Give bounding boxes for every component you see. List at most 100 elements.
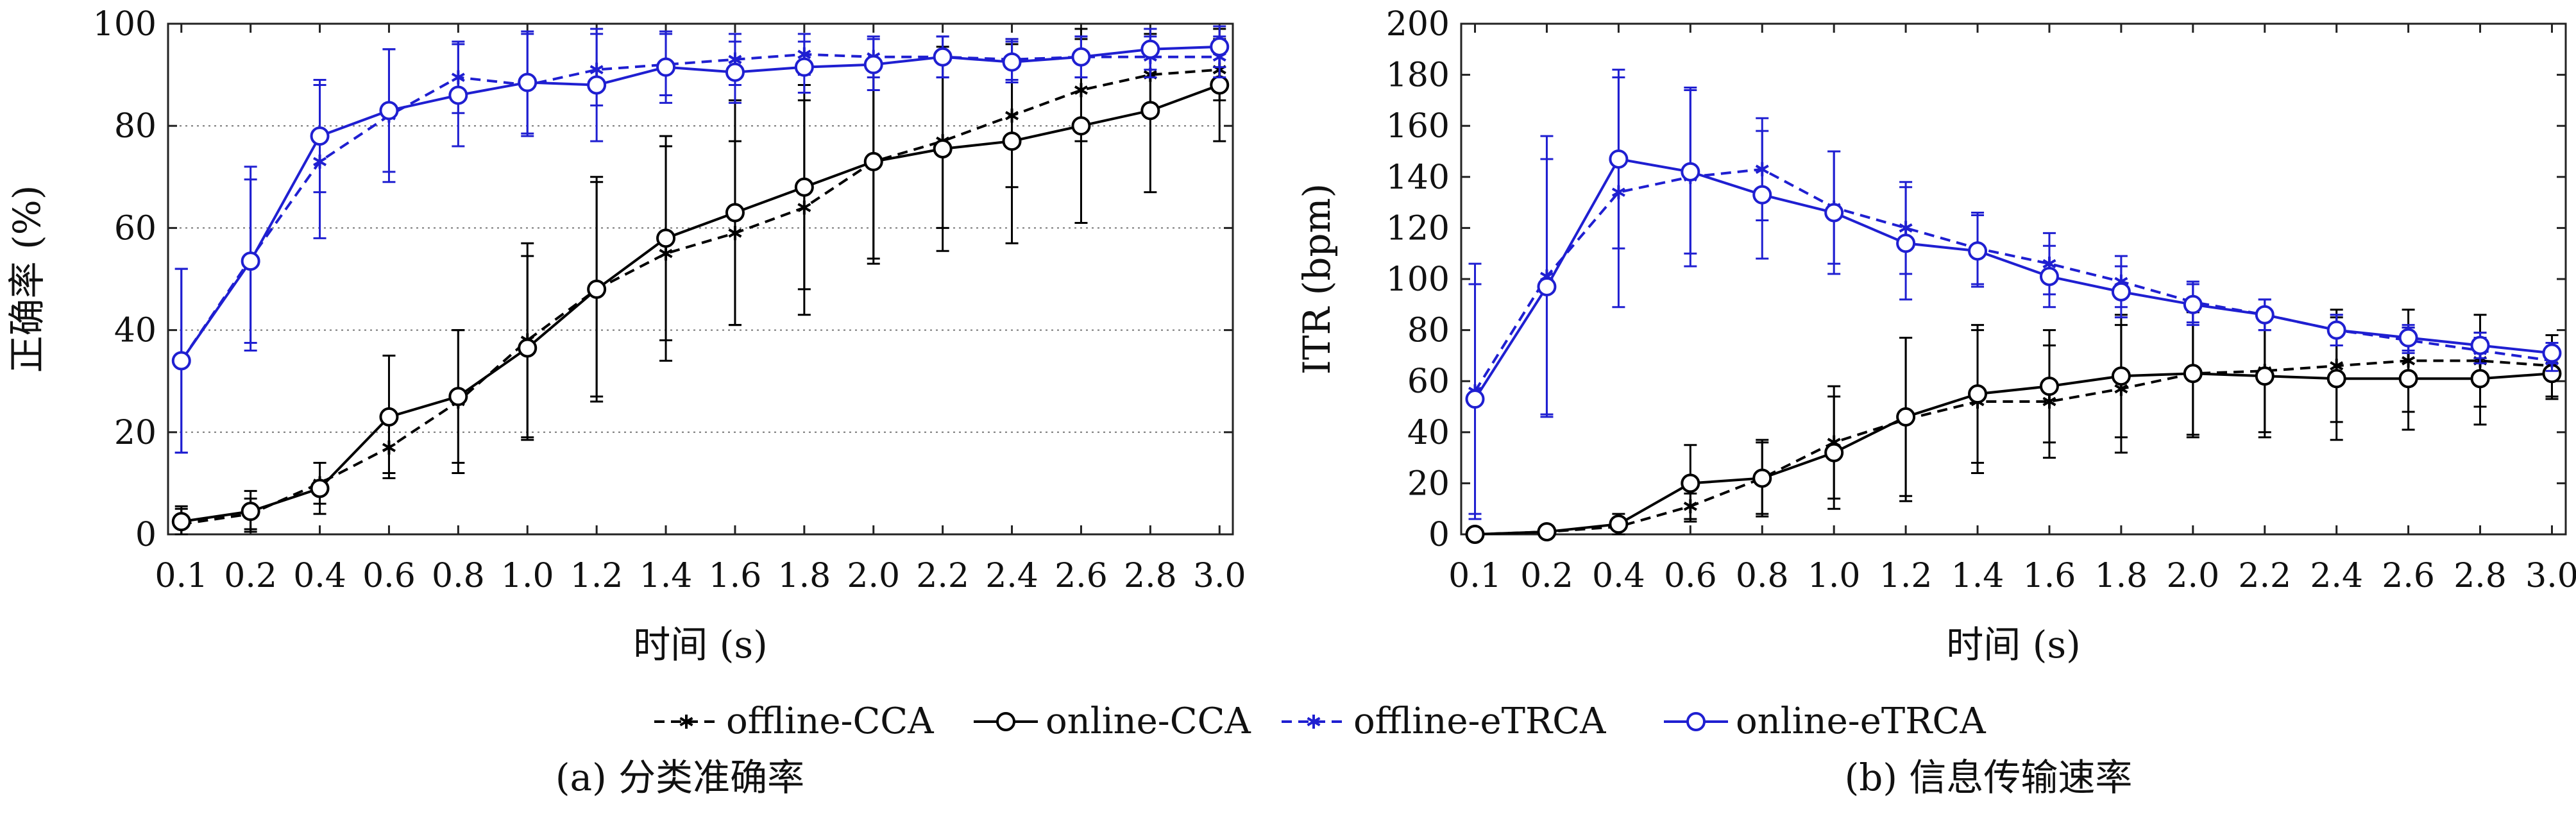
y-tick-label: 40: [1407, 414, 1450, 452]
x-tick-label: 2.0: [847, 557, 900, 595]
data-point: [725, 62, 745, 82]
y-tick-label: 100: [93, 5, 157, 44]
series-line: [181, 68, 1220, 526]
data-point: [241, 502, 260, 522]
data-point: [1896, 233, 1916, 253]
x-tick-label: 2.6: [2382, 557, 2435, 595]
y-axis-label: 正确率 (%): [5, 185, 49, 373]
x-tick-label: 1.2: [570, 557, 623, 595]
series-line: [1475, 372, 2552, 536]
data-point: [518, 338, 538, 358]
series-line: [180, 53, 1220, 362]
x-tick-label: 0.4: [1592, 557, 1645, 595]
data-point: [1140, 101, 1160, 121]
y-tick-label: 160: [1386, 107, 1450, 146]
data-point: [1609, 514, 1629, 534]
data-point: [933, 139, 953, 159]
data-point: [794, 57, 814, 77]
x-tick-label: 1.4: [640, 557, 693, 595]
x-tick-label: 0.1: [155, 557, 208, 595]
x-tick-label: 1.8: [2095, 557, 2148, 595]
legend-label: offline-eTRCA: [1353, 700, 1606, 742]
y-tick-label: 60: [114, 209, 157, 248]
series-online-eTRCA: [171, 25, 1230, 454]
x-tick-label: 2.8: [2453, 557, 2507, 595]
data-point: [794, 177, 814, 197]
data-point: [1609, 149, 1629, 169]
x-tick-label: 0.1: [1448, 557, 1502, 595]
data-point: [656, 57, 676, 77]
data-point: [1752, 468, 1772, 488]
x-tick-label: 1.0: [501, 557, 554, 595]
data-point: [1681, 162, 1700, 182]
data-point: [1210, 37, 1230, 56]
y-tick-label: 80: [1407, 312, 1450, 350]
data-point: [725, 203, 745, 223]
x-tick-label: 2.0: [2166, 557, 2219, 595]
x-tick-label: 2.4: [2310, 557, 2363, 595]
data-point: [2542, 343, 2562, 363]
y-tick-label: 100: [1386, 260, 1450, 299]
x-tick-label: 0.2: [224, 557, 277, 595]
data-point: [1752, 185, 1772, 205]
data-point: [587, 279, 607, 299]
legend-marker: [1686, 712, 1706, 731]
data-point: [2470, 369, 2490, 389]
data-point: [1071, 47, 1091, 67]
legend-label: online-CCA: [1046, 700, 1251, 742]
data-point: [2039, 377, 2059, 396]
series-line: [1473, 167, 2552, 393]
plot-frame: [167, 22, 1234, 536]
data-point: [1465, 525, 1485, 544]
x-tick-label: 2.2: [916, 557, 969, 595]
x-tick-label: 1.8: [777, 557, 831, 595]
data-point: [2326, 320, 2346, 340]
x-tick-label: 1.6: [709, 557, 762, 595]
data-point: [2183, 364, 2203, 384]
series-line: [1473, 157, 2552, 400]
x-tick-label: 1.0: [1808, 557, 1861, 595]
data-point: [171, 512, 191, 532]
y-tick-label: 120: [1386, 209, 1450, 248]
data-point: [518, 72, 538, 92]
y-tick-label: 0: [1428, 516, 1450, 554]
x-tick-label: 0.8: [432, 557, 485, 595]
data-point: [2111, 366, 2131, 386]
plot-frame: [1460, 22, 2567, 536]
data-point: [656, 228, 676, 248]
y-tick-label: 40: [114, 312, 157, 350]
data-point: [310, 126, 330, 146]
data-point: [1210, 75, 1230, 95]
data-point: [2255, 366, 2275, 386]
x-tick-label: 0.6: [362, 557, 416, 595]
data-point: [379, 407, 399, 427]
data-point: [379, 101, 399, 121]
y-tick-label: 200: [1386, 5, 1450, 44]
legend: offline-CCA online-CCA offline-eTRCA online…: [654, 700, 1986, 742]
chart-panel-itr: 0 20 40 60 80 100 120 140 160 180 200 0.1 0.2 0.4 0.6 0…: [1295, 5, 2576, 666]
y-tick-label: 20: [114, 414, 157, 452]
data-point: [1824, 203, 1844, 223]
series-online-CCA: [1465, 311, 2562, 544]
x-tick-label: 1.6: [2023, 557, 2076, 595]
legend-item-offline-CCA: offline-CCA: [654, 700, 934, 742]
series-line: [1475, 359, 2552, 536]
data-point: [2111, 282, 2131, 301]
data-point: [1824, 443, 1844, 462]
data-point: [2398, 369, 2418, 389]
x-tick-label: 0.4: [293, 557, 346, 595]
data-point: [1681, 473, 1700, 493]
x-tick-label: 2.6: [1055, 557, 1108, 595]
data-point: [171, 351, 191, 371]
y-tick-label: 80: [114, 107, 157, 146]
data-point: [2470, 335, 2490, 355]
data-point: [933, 47, 953, 67]
data-point: [448, 85, 468, 105]
y-tick-label: 0: [135, 516, 157, 554]
data-point: [2398, 328, 2418, 348]
x-tick-label: 2.4: [985, 557, 1038, 595]
data-point: [863, 151, 883, 171]
series-offline-eTRCA: [1468, 76, 2559, 520]
data-point: [2039, 267, 2059, 287]
x-tick-label: 3.0: [1193, 557, 1246, 595]
